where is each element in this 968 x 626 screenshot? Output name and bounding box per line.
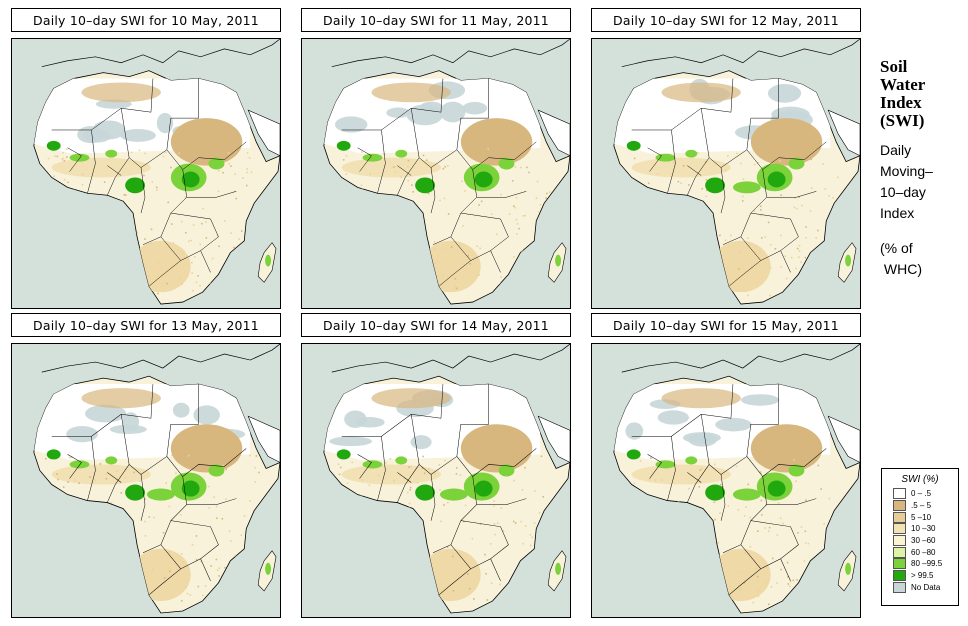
legend-swatch [893,488,906,500]
legend-item: 60 –80 [882,546,958,558]
sidebar-unit: (% of WHC) [880,240,922,277]
legend-swatch [893,523,906,535]
legend-title: SWI (%) [901,474,939,485]
map-panel-title: Daily 10–day SWI for 15 May, 2011 [591,313,861,337]
map-panel-title: Daily 10–day SWI for 10 May, 2011 [11,8,281,32]
sidebar-subtitle: Daily Moving– 10–day Index [880,142,933,221]
legend-label: 0 – .5 [911,489,932,499]
legend-item: 10 –30 [882,523,958,535]
legend-swatch [893,570,906,582]
legend-item: .5 – 5 [882,500,958,512]
africa-map-svg [302,344,570,617]
africa-map [301,38,571,309]
map-panel-title: Daily 10–day SWI for 11 May, 2011 [301,8,571,32]
legend-item: 80 –99.5 [882,558,958,570]
map-panel-2: Daily 10–day SWI for 11 May, 2011 [301,8,571,309]
legend-label: 60 –80 [911,547,936,557]
legend-swatch [893,546,906,558]
legend-item: > 99.5 [882,570,958,582]
map-panel-4: Daily 10–day SWI for 13 May, 2011 [11,313,281,618]
legend-label: 30 –60 [911,536,936,546]
africa-map [11,38,281,309]
africa-map-svg [592,39,860,308]
legend-item: 5 –10 [882,511,958,523]
africa-map-svg [12,39,280,308]
legend-label: 80 –99.5 [911,559,943,569]
sidebar-title: Soil Water Index (SWI) [880,57,926,130]
map-panel-5: Daily 10–day SWI for 14 May, 2011 [301,313,571,618]
legend-swatch [893,500,906,512]
africa-map [591,38,861,309]
africa-map [591,343,861,618]
map-panel-6: Daily 10–day SWI for 15 May, 2011 [591,313,861,618]
map-panel-1: Daily 10–day SWI for 10 May, 2011 [11,8,281,309]
map-panel-3: Daily 10–day SWI for 12 May, 2011 [591,8,861,309]
legend-swatch [893,511,906,523]
africa-map-svg [592,344,860,617]
map-panel-title: Daily 10–day SWI for 12 May, 2011 [591,8,861,32]
legend-label: .5 – 5 [911,501,932,511]
legend-item: No Data [882,581,958,594]
legend-item: 0 – .5 [882,488,958,500]
legend-label: 10 –30 [911,524,936,534]
africa-map [11,343,281,618]
africa-map-svg [302,39,570,308]
africa-map-svg [12,344,280,617]
legend-swatch [893,581,906,593]
legend-label: No Data [911,582,941,592]
africa-map [301,343,571,618]
sidebar-annotation: Soil Water Index (SWI) Daily Moving– 10–… [880,58,966,280]
legend-label: 5 –10 [911,512,932,522]
legend-swatch [893,535,906,547]
legend-item: 30 –60 [882,535,958,547]
map-panel-title: Daily 10–day SWI for 14 May, 2011 [301,313,571,337]
legend-swatch [893,558,906,570]
legend-label: > 99.5 [911,571,934,581]
map-panel-title: Daily 10–day SWI for 13 May, 2011 [11,313,281,337]
